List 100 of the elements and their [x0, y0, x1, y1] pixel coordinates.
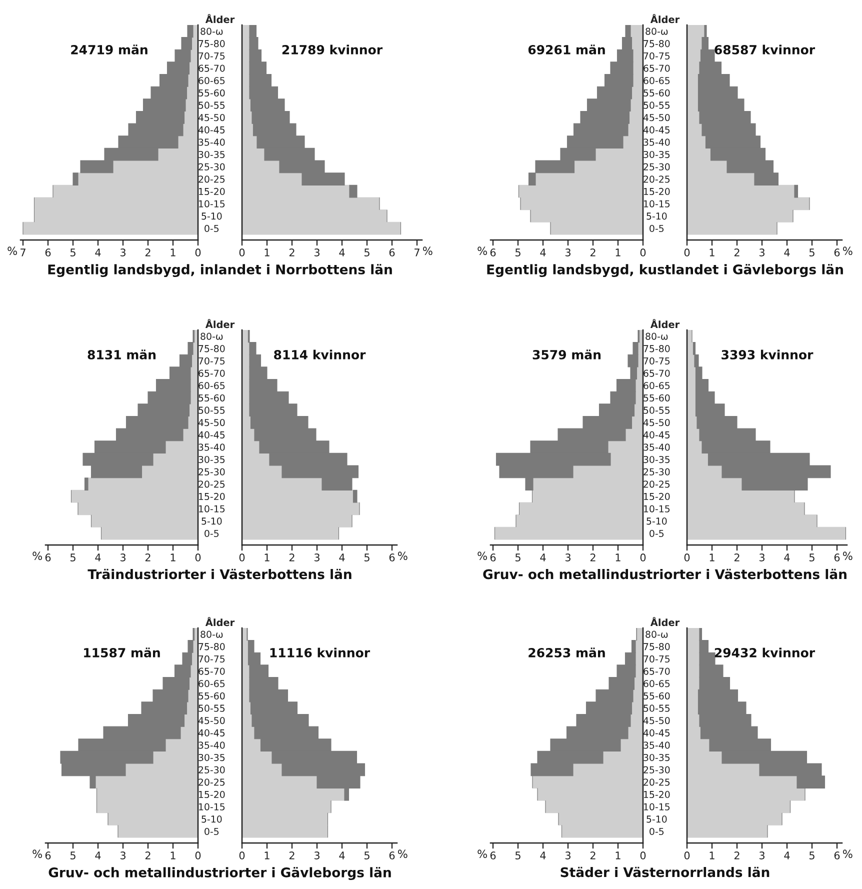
- y-tick-label: 20-25: [198, 480, 225, 488]
- x-axis-title: %: [843, 552, 852, 560]
- y-tick-label: 25-30: [198, 163, 225, 170]
- x-tick-label: 2: [145, 248, 150, 256]
- text: 68587 kvinnor: [714, 44, 816, 54]
- y-tick-label: 45-50: [643, 716, 670, 724]
- x-tick-label: 6: [45, 554, 51, 562]
- y-tick-label: 55-60: [644, 692, 670, 700]
- y-tick-label: 40-45: [643, 431, 670, 438]
- x-tick-label: 6: [490, 852, 496, 860]
- y-tick-label: 15-20: [198, 790, 225, 798]
- x-tick-label: 5: [515, 248, 520, 256]
- y-tick-label: 5-10: [646, 212, 667, 220]
- y-axis-title: Ålder: [205, 318, 235, 328]
- y-tick-label: 35-40: [644, 742, 670, 749]
- text: Gruv- och metallindustriorter i Gävleborgs län: [48, 867, 391, 880]
- x-tick-label: 3: [759, 554, 764, 562]
- y-tick-label: 55-60: [644, 89, 670, 96]
- y-tick-label: 70-75: [644, 357, 670, 365]
- x-tick-label: 4: [339, 554, 345, 562]
- x-tick-label: 3: [314, 554, 320, 562]
- text: 8114 kvinnor: [274, 350, 366, 360]
- y-tick-label: 50-55: [198, 406, 225, 414]
- y-tick-label: 20-25: [644, 176, 670, 183]
- y-tick-label: 5-10: [646, 816, 667, 823]
- y-tick-label: 70-75: [198, 655, 225, 663]
- x-tick-label: 0: [195, 554, 201, 562]
- y-tick-label: 20-25: [644, 480, 670, 488]
- x-tick-label: 1: [170, 852, 176, 860]
- y-tick-label: 80-ω: [200, 332, 223, 340]
- x-tick-label: 0: [239, 554, 245, 562]
- x-tick-label: 3: [120, 248, 126, 256]
- x-tick-label: 4: [784, 852, 790, 860]
- x-axis-title: %: [423, 246, 432, 256]
- text: 8131 män: [88, 350, 156, 360]
- y-tick-label: 40-45: [643, 126, 670, 134]
- y-tick-label: 15-20: [198, 188, 225, 196]
- y-tick-label: 5-10: [646, 518, 667, 525]
- y-tick-label: 5-10: [202, 816, 222, 823]
- text: Gruv- och metallindustriorter i Västerbottens län: [483, 568, 846, 580]
- y-tick-label: 10-15: [644, 803, 670, 810]
- x-tick-label: 0: [239, 248, 245, 256]
- x-tick-label: 4: [540, 554, 546, 562]
- x-axis-title: %: [478, 552, 487, 560]
- x-tick-label: 6: [490, 554, 496, 562]
- x-tick-label: 5: [70, 554, 76, 562]
- y-tick-label: 25-30: [198, 468, 225, 476]
- text: 24719 män: [71, 44, 148, 54]
- x-tick-label: 6: [834, 248, 840, 256]
- x-tick-label: 2: [289, 554, 294, 562]
- x-tick-label: 3: [314, 248, 320, 256]
- x-tick-label: 4: [95, 554, 101, 562]
- y-tick-label: 10-15: [644, 505, 670, 512]
- x-tick-label: 6: [45, 248, 51, 256]
- x-tick-label: 6: [490, 248, 496, 256]
- x-tick-label: 2: [590, 554, 596, 562]
- y-tick-label: 65-70: [198, 64, 225, 72]
- y-tick-label: 30-35: [198, 150, 225, 158]
- y-tick-label: 10-15: [198, 803, 225, 810]
- y-tick-label: 40-45: [198, 729, 225, 736]
- x-tick-label: 3: [759, 248, 764, 256]
- x-tick-label: 4: [784, 248, 790, 256]
- x-tick-label: 5: [515, 554, 520, 562]
- y-tick-label: 80-ω: [200, 630, 223, 638]
- x-tick-label: 7: [20, 248, 26, 256]
- y-tick-label: 25-30: [644, 468, 670, 476]
- y-tick-label: 35-40: [198, 742, 225, 749]
- y-tick-label: 60-65: [644, 382, 670, 390]
- x-tick-label: 2: [145, 852, 150, 860]
- y-tick-label: 25-30: [644, 163, 670, 170]
- x-tick-label: 2: [289, 248, 294, 256]
- y-tick-label: 50-55: [644, 406, 670, 414]
- y-tick-label: 45-50: [198, 716, 225, 724]
- y-tick-label: 15-20: [644, 790, 670, 798]
- text: 11116 kvinnor: [270, 648, 370, 658]
- x-tick-label: 2: [734, 248, 740, 256]
- x-tick-label: 2: [590, 852, 596, 860]
- y-tick-label: 60-65: [644, 680, 670, 688]
- x-tick-label: 4: [339, 248, 345, 256]
- x-tick-label: 4: [540, 852, 546, 860]
- y-tick-label: 80-ω: [646, 630, 668, 638]
- x-tick-label: 6: [834, 554, 840, 562]
- y-tick-label: 45-50: [198, 114, 225, 122]
- y-tick-label: 70-75: [644, 655, 670, 663]
- x-tick-label: 0: [684, 554, 690, 562]
- x-tick-label: 4: [784, 554, 790, 562]
- x-axis-title: %: [398, 850, 408, 858]
- y-tick-label: 75-80: [644, 40, 670, 48]
- y-tick-label: 55-60: [644, 394, 670, 402]
- x-tick-label: 0: [684, 248, 690, 256]
- x-axis-title: %: [843, 246, 852, 256]
- x-tick-label: 6: [45, 852, 51, 860]
- y-tick-label: 80-ω: [200, 28, 223, 35]
- y-tick-label: 75-80: [644, 345, 670, 352]
- x-tick-label: 0: [640, 248, 646, 256]
- x-tick-label: 3: [120, 852, 126, 860]
- y-tick-label: 50-55: [198, 704, 225, 712]
- x-axis-title: %: [32, 552, 42, 560]
- y-tick-label: 20-25: [198, 176, 225, 183]
- x-tick-label: 6: [834, 852, 840, 860]
